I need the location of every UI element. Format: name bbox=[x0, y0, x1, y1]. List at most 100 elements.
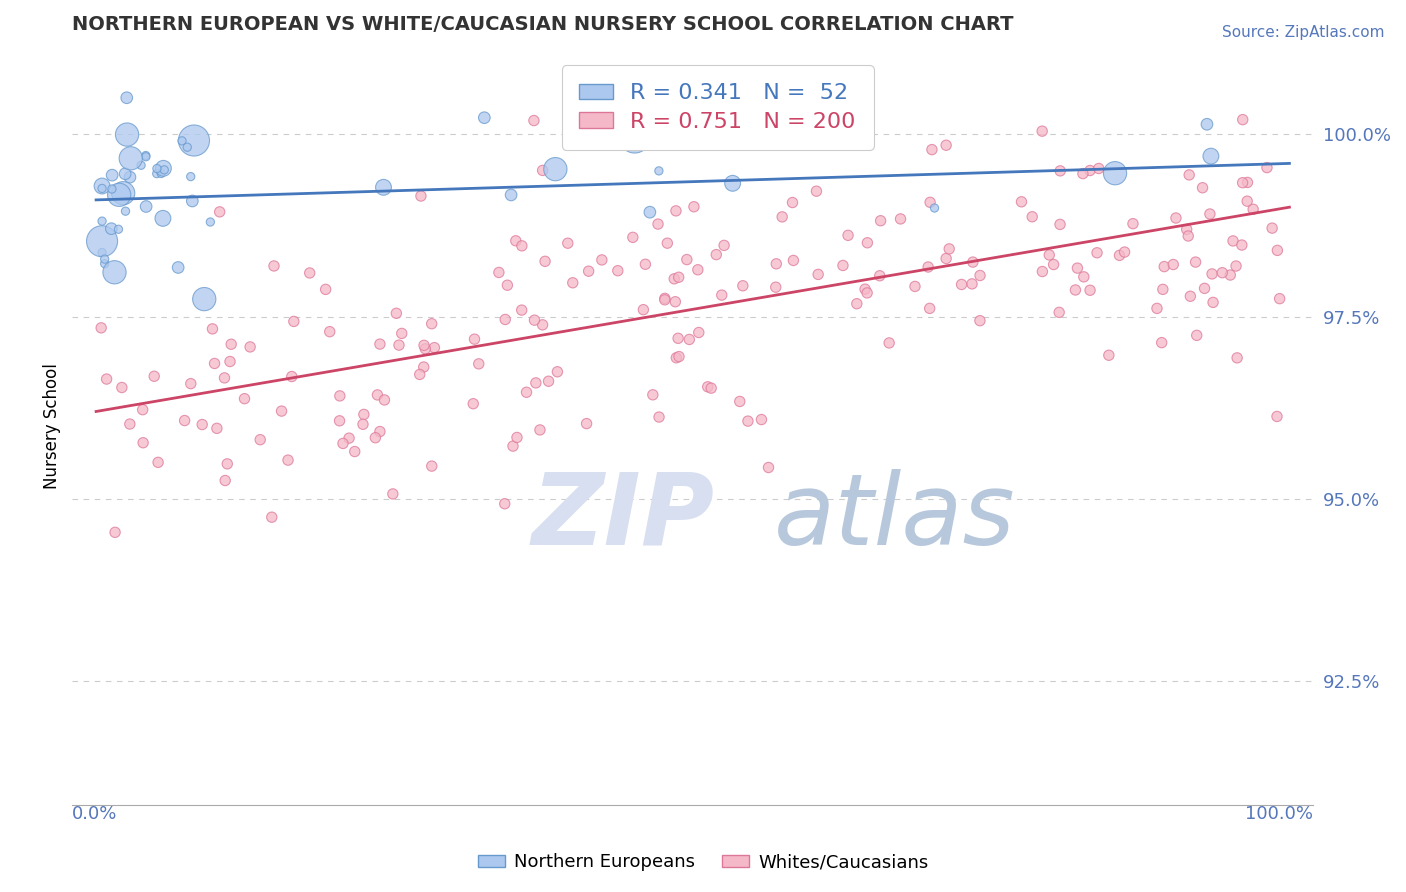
Point bbox=[696, 380, 718, 394]
Point bbox=[765, 257, 787, 271]
Point bbox=[204, 356, 226, 370]
Text: ZIP: ZIP bbox=[531, 468, 714, 566]
Point bbox=[665, 203, 688, 218]
Point bbox=[578, 264, 600, 278]
Point bbox=[409, 189, 432, 203]
Point bbox=[837, 228, 859, 243]
Point bbox=[935, 138, 957, 153]
Point bbox=[1064, 283, 1087, 297]
Point bbox=[591, 252, 613, 267]
Point bbox=[214, 371, 236, 385]
Point bbox=[575, 417, 598, 431]
Legend: Northern Europeans, Whites/Caucasians: Northern Europeans, Whites/Caucasians bbox=[471, 847, 935, 879]
Point bbox=[877, 335, 900, 350]
Point bbox=[150, 166, 173, 180]
Point bbox=[263, 259, 285, 273]
Point bbox=[391, 326, 413, 341]
Point bbox=[505, 234, 527, 248]
Point bbox=[167, 260, 190, 275]
Point bbox=[353, 408, 375, 422]
Point bbox=[103, 265, 125, 279]
Point bbox=[1087, 161, 1109, 176]
Point bbox=[606, 263, 628, 277]
Point bbox=[710, 288, 733, 302]
Point bbox=[917, 260, 939, 274]
Point bbox=[146, 455, 169, 469]
Point bbox=[413, 338, 436, 352]
Point bbox=[737, 414, 759, 428]
Point bbox=[463, 332, 485, 346]
Point bbox=[91, 214, 114, 228]
Point bbox=[664, 294, 686, 309]
Point bbox=[283, 314, 305, 328]
Point bbox=[731, 278, 754, 293]
Point bbox=[529, 423, 551, 437]
Point bbox=[1122, 217, 1144, 231]
Point bbox=[91, 245, 114, 260]
Point bbox=[1241, 202, 1264, 217]
Point bbox=[869, 268, 891, 283]
Point bbox=[412, 359, 434, 374]
Point bbox=[1219, 268, 1241, 282]
Point bbox=[145, 167, 167, 181]
Point bbox=[832, 259, 855, 273]
Point bbox=[217, 457, 239, 471]
Point bbox=[1073, 269, 1095, 284]
Point bbox=[191, 417, 214, 432]
Point bbox=[1114, 245, 1136, 260]
Point bbox=[921, 143, 943, 157]
Point bbox=[1031, 124, 1053, 138]
Text: 100.0%: 100.0% bbox=[1246, 805, 1313, 823]
Point bbox=[1038, 248, 1060, 262]
Point bbox=[1164, 211, 1187, 225]
Point bbox=[1268, 292, 1291, 306]
Point bbox=[368, 337, 391, 351]
Point bbox=[115, 91, 138, 105]
Point bbox=[173, 413, 195, 427]
Point bbox=[1047, 305, 1070, 319]
Point bbox=[641, 388, 664, 402]
Point bbox=[782, 253, 804, 268]
Point bbox=[1202, 295, 1225, 310]
Point bbox=[329, 389, 352, 403]
Point bbox=[510, 239, 533, 253]
Point bbox=[1085, 245, 1108, 260]
Point bbox=[1150, 335, 1173, 350]
Point bbox=[1184, 255, 1206, 269]
Point bbox=[1049, 218, 1071, 232]
Point bbox=[118, 170, 141, 185]
Point bbox=[678, 333, 700, 347]
Point bbox=[531, 163, 554, 178]
Point bbox=[657, 236, 679, 251]
Point bbox=[1267, 244, 1289, 258]
Point bbox=[1265, 409, 1288, 424]
Point bbox=[962, 255, 984, 269]
Point bbox=[501, 188, 523, 202]
Point bbox=[219, 354, 242, 368]
Point bbox=[770, 210, 793, 224]
Point bbox=[1175, 222, 1198, 236]
Point bbox=[101, 182, 124, 196]
Point bbox=[935, 252, 957, 266]
Point bbox=[153, 162, 176, 177]
Point bbox=[1011, 194, 1033, 209]
Point bbox=[765, 280, 787, 294]
Point bbox=[129, 158, 152, 172]
Point bbox=[1232, 176, 1254, 190]
Point bbox=[751, 412, 773, 426]
Point bbox=[1226, 351, 1249, 365]
Point bbox=[423, 341, 446, 355]
Point bbox=[773, 103, 796, 118]
Point bbox=[1199, 207, 1222, 221]
Point bbox=[806, 184, 828, 198]
Point bbox=[845, 296, 868, 310]
Point bbox=[675, 252, 697, 267]
Point bbox=[488, 265, 510, 279]
Point bbox=[623, 130, 645, 145]
Point bbox=[298, 266, 321, 280]
Point bbox=[1177, 229, 1199, 244]
Point bbox=[93, 252, 115, 266]
Point bbox=[686, 262, 709, 277]
Point bbox=[239, 340, 262, 354]
Point bbox=[91, 179, 114, 194]
